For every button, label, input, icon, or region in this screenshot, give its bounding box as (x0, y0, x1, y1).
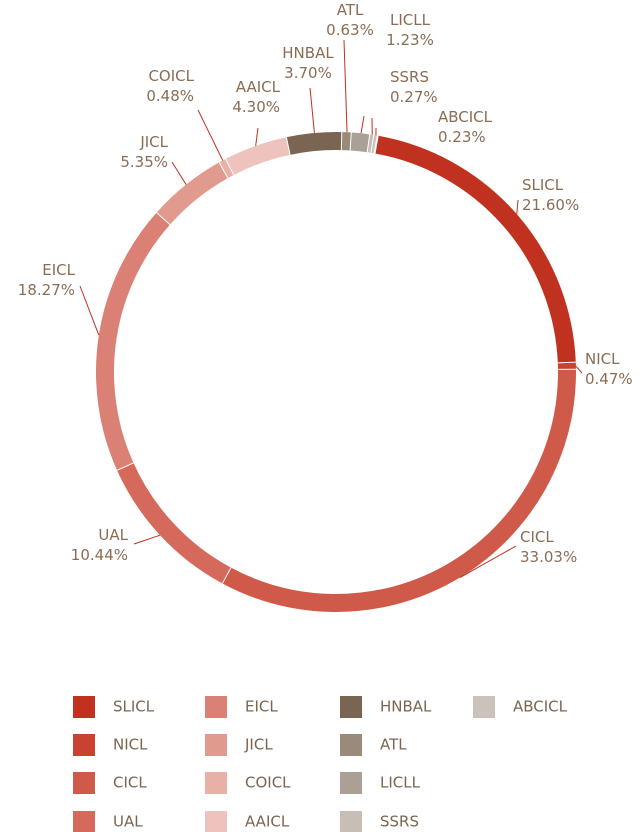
legend-label: NICL (113, 736, 148, 754)
slice-value: 0.48% (146, 87, 194, 105)
leader-line (360, 115, 365, 134)
legend-label: AAICL (245, 813, 290, 831)
slice-label: UAL (98, 526, 128, 544)
leader-line (343, 39, 348, 133)
legend-label: CICL (113, 774, 147, 792)
legend-label: COICL (245, 774, 291, 792)
legend-label: ATL (380, 736, 407, 754)
legend-label: LICLL (380, 774, 421, 792)
donut-segment (374, 135, 576, 364)
slice-label: NICL (585, 350, 620, 368)
leader-line (79, 285, 100, 336)
leader-line (516, 199, 519, 215)
legend-swatch (340, 734, 362, 756)
slice-label: JICL (139, 133, 168, 151)
slice-value: 0.23% (438, 128, 486, 146)
legend-swatch (473, 696, 495, 718)
leader-line (133, 534, 161, 545)
legend-swatch (340, 772, 362, 794)
legend-label: UAL (113, 813, 143, 831)
slice-label: COICL (148, 67, 194, 85)
slice-value: 3.70% (284, 64, 332, 82)
donut-segment (286, 132, 343, 155)
slice-value: 5.35% (120, 153, 168, 171)
slice-label: AAICL (236, 78, 281, 96)
donut-segment (96, 212, 171, 470)
donut-segment (222, 369, 576, 612)
leader-line (575, 365, 583, 374)
legend-swatch (205, 696, 227, 718)
legend-swatch (73, 696, 95, 718)
donut-segment (156, 162, 229, 225)
leader-line (459, 545, 517, 578)
leader-line (171, 161, 187, 185)
legend-swatch (73, 811, 95, 832)
slice-value: 18.27% (18, 281, 75, 299)
slice-label: SSRS (390, 68, 429, 86)
slice-label: LICLL (390, 11, 431, 29)
slice-label: ATL (337, 1, 364, 19)
leader-line (197, 109, 224, 161)
donut-segment (116, 462, 231, 584)
slice-value: 10.44% (71, 546, 128, 564)
legend-label: SLICL (113, 698, 155, 716)
slice-value: 33.03% (520, 548, 577, 566)
legend-swatch (340, 696, 362, 718)
donut-segment (219, 158, 235, 178)
segment-gap (221, 566, 232, 584)
leader-line (255, 127, 259, 146)
slice-value: 0.27% (390, 88, 438, 106)
leader-line (309, 87, 315, 134)
slice-label: ABCICL (438, 108, 493, 126)
slice-value: 4.30% (232, 98, 280, 116)
slice-label: EICL (42, 261, 75, 279)
legend-label: SSRS (380, 813, 419, 831)
donut-segment (350, 132, 371, 153)
legend-label: EICL (245, 698, 278, 716)
segment-gap (373, 135, 379, 154)
slice-value: 0.63% (326, 21, 374, 39)
slice-label: HNBAL (282, 44, 334, 62)
legend-label: JICL (244, 736, 273, 754)
legend-swatch (205, 772, 227, 794)
slice-value: 21.60% (522, 196, 579, 214)
legend-swatch (205, 734, 227, 756)
legend-swatch (340, 811, 362, 832)
legend-swatch (73, 734, 95, 756)
legend-label: ABCICL (513, 698, 568, 716)
slice-value: 1.23% (386, 31, 434, 49)
slice-value: 0.47% (585, 370, 633, 388)
legend-label: HNBAL (380, 698, 432, 716)
legend-swatch (73, 772, 95, 794)
donut-segment (225, 137, 291, 175)
legend-swatch (205, 811, 227, 832)
slice-label: SLICL (522, 176, 564, 194)
slice-label: CICL (520, 528, 554, 546)
